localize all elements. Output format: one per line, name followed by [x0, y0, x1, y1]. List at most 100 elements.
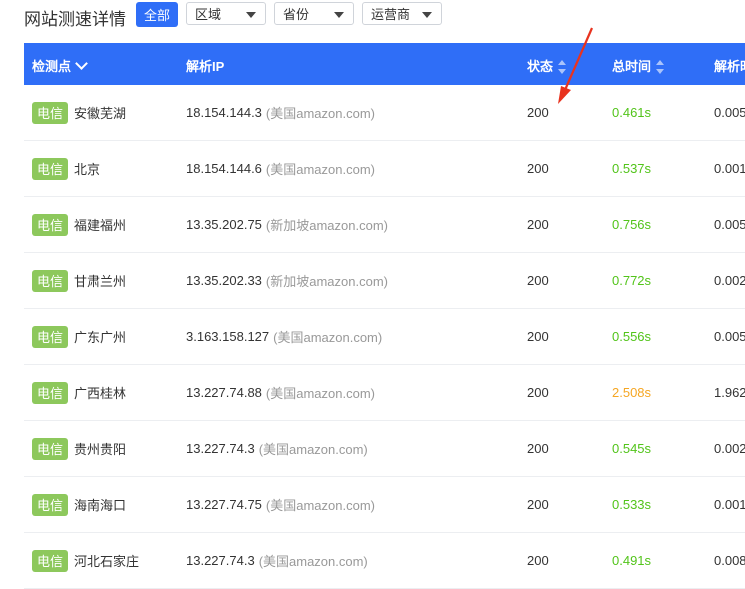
column-header-total-time[interactable]: 总时间	[612, 56, 665, 75]
resolve-time-value: 0.001	[714, 497, 745, 512]
status-code: 200	[527, 161, 549, 176]
status-cell: 200	[527, 85, 549, 140]
table-row: 电信 安徽芜湖 18.154.144.3 (美国amazon.com) 200 0.461…	[24, 85, 745, 141]
ip-cell: 13.227.74.88 (美国amazon.com)	[186, 365, 375, 420]
total-time-value: 0.772s	[612, 273, 652, 288]
ip-address: 13.227.74.3	[186, 441, 255, 456]
checkpoint-cell: 电信 广西桂林	[32, 365, 126, 420]
checkpoint-cell: 电信 贵州贵阳	[32, 421, 126, 476]
total-time-cell: 0.461s	[612, 85, 651, 140]
column-header-ip: 解析IP	[186, 56, 224, 75]
ip-address: 18.154.144.6	[186, 161, 262, 176]
total-time-value: 0.491s	[612, 553, 652, 568]
total-time-value: 0.461s	[612, 105, 652, 120]
ip-address: 3.163.158.127	[186, 329, 270, 344]
region-select-label: 区域	[195, 7, 222, 22]
column-header-resolve-time[interactable]: 解析时	[714, 56, 745, 75]
ip-address: 13.35.202.33	[186, 273, 262, 288]
location-label: 河北石家庄	[74, 554, 140, 569]
chevron-down-icon	[422, 12, 432, 18]
location-label: 贵州贵阳	[74, 442, 127, 457]
total-time-cell: 2.508s	[612, 365, 651, 420]
table-body: 电信 安徽芜湖 18.154.144.3 (美国amazon.com) 200 0.461…	[24, 85, 745, 589]
ip-cell: 13.227.74.3 (美国amazon.com)	[186, 533, 368, 588]
province-select-label: 省份	[283, 7, 310, 22]
status-code: 200	[527, 553, 549, 568]
location-label: 北京	[74, 162, 101, 177]
total-time-cell: 0.545s	[612, 421, 651, 476]
total-time-cell: 0.556s	[612, 309, 651, 364]
resolve-time-value: 0.002	[714, 273, 745, 288]
table-row: 电信 甘肃兰州 13.35.202.33 (新加坡amazon.com) 200 0.77…	[24, 253, 745, 309]
column-header-checkpoint[interactable]: 检测点	[32, 56, 88, 75]
column-header-label: 状态	[527, 59, 554, 74]
isp-badge: 电信	[32, 549, 69, 572]
ip-cell: 13.227.74.3 (美国amazon.com)	[186, 421, 368, 476]
province-select[interactable]: 省份	[274, 2, 354, 25]
isp-badge: 电信	[32, 325, 69, 348]
location-label: 安徽芜湖	[74, 106, 127, 121]
status-code: 200	[527, 385, 549, 400]
checkpoint-cell: 电信 海南海口	[32, 477, 126, 532]
status-code: 200	[527, 497, 549, 512]
location-label: 海南海口	[74, 498, 127, 513]
ip-address: 18.154.144.3	[186, 105, 262, 120]
ip-cell: 18.154.144.3 (美国amazon.com)	[186, 85, 375, 140]
status-cell: 200	[527, 253, 549, 308]
resolve-time-value: 0.001	[714, 161, 745, 176]
checkpoint-cell: 电信 广东广州	[32, 309, 126, 364]
resolve-time-value: 0.005	[714, 217, 745, 232]
resolve-time-value: 0.005	[714, 329, 745, 344]
ip-location-note: (美国amazon.com)	[265, 386, 375, 401]
resolve-time-cell: 0.005	[714, 197, 745, 252]
resolve-time-cell: 0.005	[714, 85, 745, 140]
isp-badge: 电信	[32, 493, 69, 516]
total-time-cell: 0.533s	[612, 477, 651, 532]
sort-icon[interactable]	[656, 59, 665, 74]
status-code: 200	[527, 217, 549, 232]
checkpoint-cell: 电信 甘肃兰州	[32, 253, 126, 308]
page-title: 网站测速详情	[24, 10, 126, 29]
resolve-time-cell: 0.005	[714, 309, 745, 364]
status-cell: 200	[527, 421, 549, 476]
total-time-cell: 0.756s	[612, 197, 651, 252]
status-code: 200	[527, 441, 549, 456]
isp-select[interactable]: 运营商	[362, 2, 442, 25]
resolve-time-value: 0.005	[714, 105, 745, 120]
isp-badge: 电信	[32, 437, 69, 460]
checkpoint-cell: 电信 安徽芜湖	[32, 85, 126, 140]
isp-select-label: 运营商	[371, 7, 411, 22]
total-time-value: 2.508s	[612, 385, 652, 400]
location-label: 福建福州	[74, 218, 127, 233]
resolve-time-cell: 1.962	[714, 365, 745, 420]
sort-icon[interactable]	[558, 59, 567, 74]
column-header-status[interactable]: 状态	[527, 56, 567, 75]
chevron-down-icon	[75, 57, 88, 70]
region-select[interactable]: 区域	[186, 2, 266, 25]
resolve-time-cell: 0.008	[714, 533, 745, 588]
status-cell: 200	[527, 141, 549, 196]
table-row: 电信 贵州贵阳 13.227.74.3 (美国amazon.com) 200 0.545s…	[24, 421, 745, 477]
isp-badge: 电信	[32, 381, 69, 404]
ip-location-note: (美国amazon.com)	[258, 442, 368, 457]
resolve-time-cell: 0.001	[714, 477, 745, 532]
status-code: 200	[527, 105, 549, 120]
resolve-time-cell: 0.001	[714, 141, 745, 196]
ip-location-note: (美国amazon.com)	[265, 498, 375, 513]
checkpoint-cell: 电信 福建福州	[32, 197, 126, 252]
table-row: 电信 北京 18.154.144.6 (美国amazon.com) 200 0.537s 0…	[24, 141, 745, 197]
total-time-cell: 0.772s	[612, 253, 651, 308]
isp-badge: 电信	[32, 101, 69, 124]
isp-badge: 电信	[32, 213, 69, 236]
status-cell: 200	[527, 533, 549, 588]
total-time-value: 0.537s	[612, 161, 652, 176]
table-header: 检测点 解析IP 状态 总时间 解析时	[24, 43, 745, 85]
checkpoint-cell: 电信 北京	[32, 141, 100, 196]
total-time-value: 0.556s	[612, 329, 652, 344]
all-filter-button[interactable]: 全部	[136, 2, 178, 27]
location-label: 广东广州	[74, 330, 127, 345]
table-row: 电信 河北石家庄 13.227.74.3 (美国amazon.com) 200 0.491…	[24, 533, 745, 589]
table-row: 电信 广西桂林 13.227.74.88 (美国amazon.com) 200 2.508…	[24, 365, 745, 421]
total-time-value: 0.533s	[612, 497, 652, 512]
ip-address: 13.227.74.75	[186, 497, 262, 512]
